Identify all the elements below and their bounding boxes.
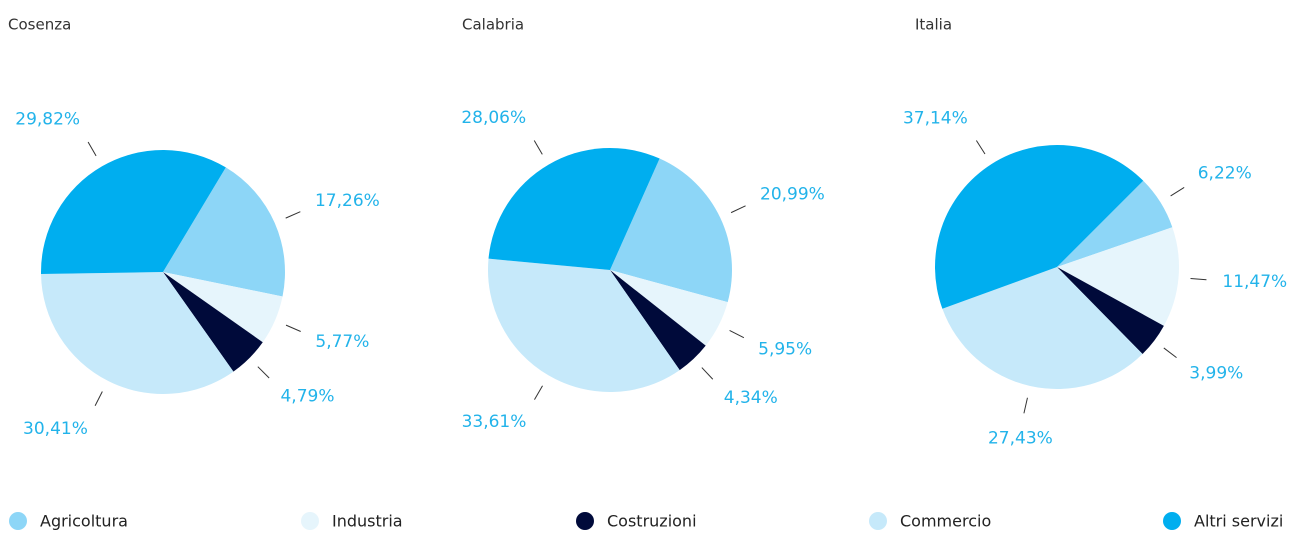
leader-line [730,205,746,214]
pie-slice [488,148,660,270]
leader-line [975,140,986,155]
value-label: 37,14% [903,109,968,129]
pie-slice [163,272,283,343]
leader-line [285,211,301,219]
leader-line [1170,187,1185,197]
chart-title: Cosenza [8,16,71,34]
leader-line [94,391,103,406]
legend-label: Industria [332,512,403,531]
value-label: 27,43% [988,429,1053,449]
pie-slice [1057,180,1173,267]
pie-slice [1057,267,1164,355]
leader-line [1190,277,1207,281]
pie-slice [942,267,1143,390]
pie-slice [610,158,732,303]
pie-slice [935,145,1144,309]
legend-swatch [576,512,594,530]
value-label: 20,99% [760,185,825,205]
chart-title: Calabria [462,16,524,34]
legend-swatch [301,512,319,530]
pie-slice [1057,227,1179,326]
leader-line [701,367,714,380]
value-label: 5,77% [315,332,369,352]
legend-swatch [1163,512,1181,530]
pie-slice [41,272,234,395]
value-label: 29,82% [15,110,80,130]
pie-slice [40,149,226,274]
pie-slice [610,270,706,371]
value-label: 3,99% [1189,363,1243,383]
leader-line [729,330,745,339]
value-label: 30,41% [23,419,88,439]
pie-slice [610,270,728,346]
value-label: 28,06% [461,108,526,128]
value-label: 6,22% [1198,164,1252,184]
pie-slice [163,272,263,372]
value-label: 4,34% [724,388,778,408]
leader-line [533,140,543,155]
leader-line [1023,397,1028,414]
legend-label: Altri servizi [1194,512,1283,531]
pie-slice [488,258,680,392]
leader-line [257,366,270,379]
chart-title: Italia [915,16,952,34]
leader-line [534,385,543,400]
value-label: 4,79% [280,386,334,406]
legend-label: Agricoltura [40,512,128,531]
value-label: 5,95% [758,339,812,359]
leader-line [1163,347,1177,359]
leader-line [285,324,301,332]
value-label: 33,61% [462,412,527,432]
value-label: 11,47% [1222,272,1287,292]
leader-line [87,141,97,157]
pie-slice [163,167,285,297]
legend-label: Commercio [900,512,991,531]
legend-swatch [869,512,887,530]
legend-swatch [9,512,27,530]
legend-label: Costruzioni [607,512,697,531]
value-label: 17,26% [315,191,380,211]
